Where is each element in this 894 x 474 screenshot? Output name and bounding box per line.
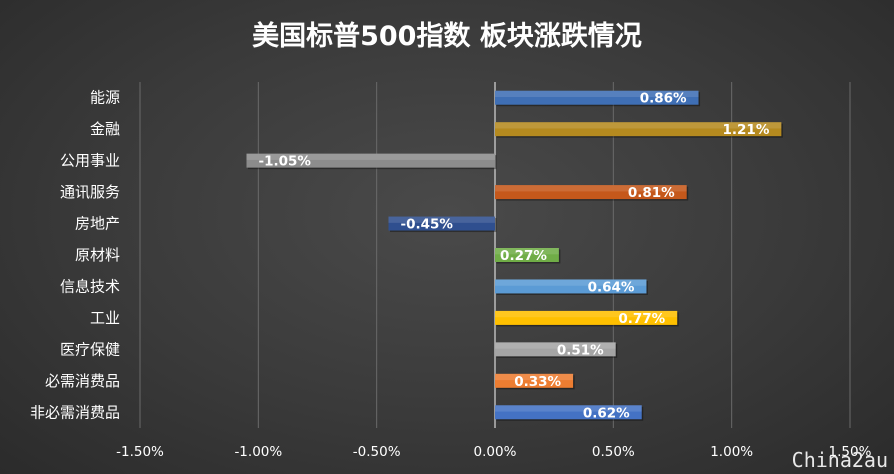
bar: [388, 216, 495, 231]
bar-highlight: [495, 185, 687, 192]
category-label: 非必需消费品: [30, 403, 120, 421]
bar: [495, 405, 642, 420]
category-label: 通讯服务: [60, 183, 120, 201]
bar: [495, 122, 782, 137]
bar: [495, 185, 687, 200]
category-label: 房地产: [75, 215, 120, 233]
category-label: 必需消费品: [45, 372, 120, 390]
bars: 0.86% 1.21% -1.05% 0.81% -0.45% 0.27% 0.64% 0.7…: [246, 90, 783, 421]
bar-highlight: [246, 153, 495, 160]
x-tick-label: -1.00%: [234, 444, 282, 460]
x-tick-label: 1.00%: [710, 444, 753, 460]
bar-highlight: [495, 405, 642, 412]
bar: [246, 153, 495, 168]
x-tick-labels: -1.50% -1.00% -0.50% 0.00% 0.50% 1.00% 1.50%: [116, 444, 871, 460]
bar: [495, 310, 678, 325]
x-tick-label: 1.50%: [829, 444, 872, 460]
bar: [495, 248, 559, 262]
data-label: 0.86%: [640, 91, 687, 107]
bar-highlight: [495, 279, 647, 286]
data-label: 0.77%: [618, 311, 665, 327]
bar-highlight: [495, 373, 574, 381]
bar: [495, 342, 616, 357]
bar: [495, 373, 574, 388]
x-tick-label: 0.50%: [592, 444, 635, 460]
bar-highlight: [495, 248, 559, 255]
category-label: 公用事业: [60, 152, 120, 170]
data-label: 0.81%: [628, 185, 675, 201]
gridlines: [139, 82, 851, 428]
category-label: 金融: [90, 120, 120, 138]
bar: [495, 90, 699, 105]
bar-highlight: [495, 342, 616, 349]
bar-highlight: [495, 122, 782, 129]
bar-highlight: [388, 216, 495, 223]
data-label: -0.45%: [401, 217, 454, 233]
data-label: 0.27%: [500, 248, 547, 264]
category-label: 工业: [90, 309, 120, 327]
x-tick-label: -0.50%: [353, 444, 401, 460]
data-label: 0.64%: [588, 279, 635, 295]
chart-title: 美国标普500指数 板块涨跌情况: [252, 20, 642, 52]
bar: [495, 279, 647, 294]
data-label: 1.21%: [723, 122, 770, 138]
category-label: 原材料: [75, 246, 120, 264]
bar-highlight: [495, 90, 699, 98]
bar-highlight: [495, 310, 678, 318]
category-label: 能源: [90, 89, 120, 107]
x-tick-label: -1.50%: [116, 444, 164, 460]
data-label: 0.33%: [514, 374, 561, 390]
watermark: China2au: [791, 448, 888, 472]
data-label: 0.51%: [557, 342, 604, 358]
category-label: 医疗保健: [60, 340, 120, 358]
category-label: 信息技术: [60, 277, 120, 295]
data-label: -1.05%: [259, 154, 312, 170]
data-label: 0.62%: [583, 405, 630, 421]
x-tick-label: 0.00%: [474, 444, 517, 460]
